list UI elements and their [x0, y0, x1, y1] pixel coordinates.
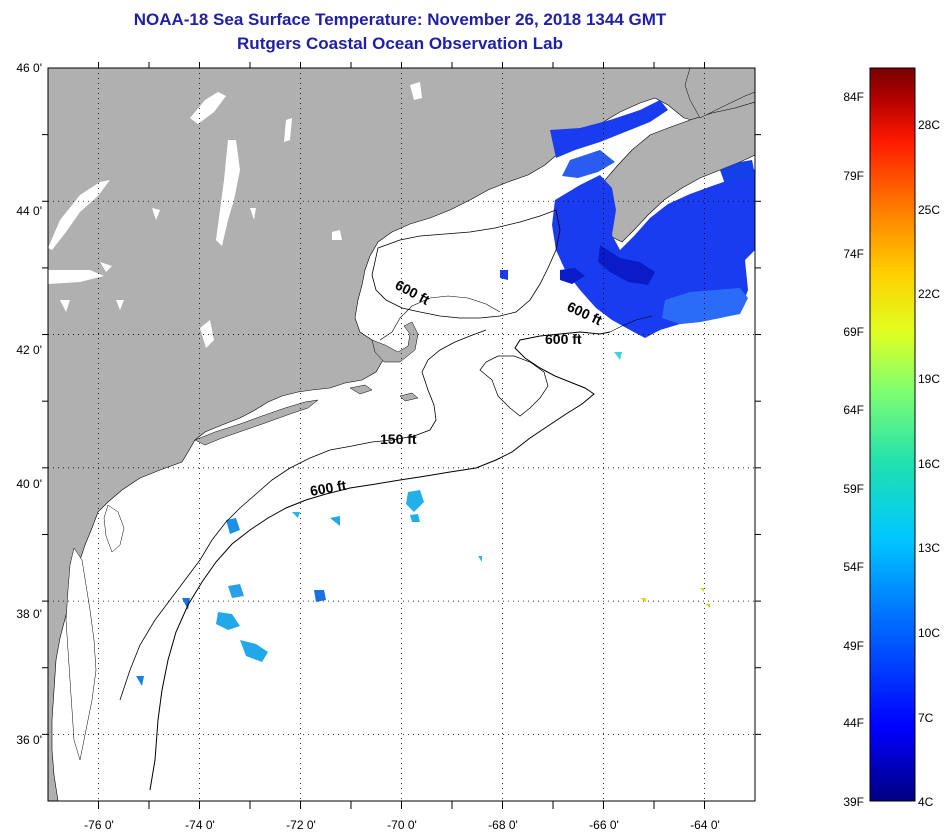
contour-label: 600 ft [545, 331, 582, 347]
longitude-labels: -76 0' -74 0' -72 0' -70 0' -68 0' -66 0… [84, 818, 720, 832]
contour-gulf-of-maine-basin [371, 209, 561, 319]
land-nantucket [399, 392, 419, 402]
lon-label: -64 0' [690, 818, 720, 832]
lon-label: -66 0' [589, 818, 619, 832]
lat-label: 40 0' [16, 477, 42, 491]
land-cape-breton [684, 68, 755, 119]
contour-600ft-shelf [149, 331, 611, 791]
land-marthas-vineyard [349, 384, 373, 395]
contour-georges-bank [479, 355, 549, 417]
lon-label: -76 0' [84, 818, 114, 832]
latitude-labels: 46 0' 44 0' 42 0' 40 0' 38 0' 36 0' [16, 61, 42, 747]
lon-label: -74 0' [185, 818, 215, 832]
lon-label: -70 0' [387, 818, 417, 832]
lon-label: -72 0' [286, 818, 316, 832]
lat-label: 42 0' [16, 343, 42, 357]
water-delaware-bay [103, 504, 125, 553]
contour-nova-scotia-shelf [609, 315, 653, 333]
sst-data-scotian-shelf [550, 100, 755, 338]
contour-inner-shelf [379, 295, 501, 341]
inland-lakes [48, 82, 422, 348]
land-long-island [194, 399, 319, 446]
map-subtitle: Rutgers Coastal Ocean Observation Lab [237, 34, 563, 53]
graticule [48, 68, 755, 801]
contour-label: 600 ft [309, 477, 348, 499]
land-cape-cod [371, 321, 419, 363]
lon-label: -68 0' [488, 818, 518, 832]
lat-label: 44 0' [16, 204, 42, 218]
axis-ticks [42, 62, 761, 809]
lat-label: 36 0' [16, 733, 42, 747]
lat-label: 46 0' [16, 61, 42, 75]
contour-label: 150 ft [380, 431, 417, 447]
contour-150ft [119, 329, 487, 701]
sst-data-offshore-patches [136, 270, 710, 686]
lat-label: 38 0' [16, 607, 42, 621]
map-title: NOAA-18 Sea Surface Temperature: Novembe… [133, 10, 667, 29]
